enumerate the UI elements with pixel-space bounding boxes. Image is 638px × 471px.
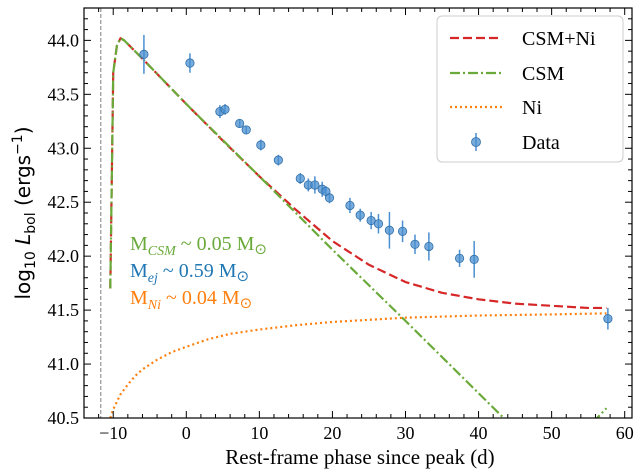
- data-point: [454, 253, 465, 263]
- y-axis-title: log10 Lbol (ergs−1): [10, 126, 39, 299]
- data-point: [185, 58, 195, 68]
- data-point: [139, 49, 149, 59]
- annotation-mass-csm: MCSM ~ 0.05 M⊙: [130, 233, 267, 259]
- data-point: [241, 125, 251, 135]
- y-tick-label: 41.0: [48, 354, 80, 374]
- model-curves: [109, 37, 608, 418]
- data-point: [273, 155, 283, 165]
- annotation-mass-ej: Mej ~ 0.59 M⊙: [130, 260, 249, 286]
- data-point: [397, 226, 408, 236]
- x-tick-label: −10: [99, 423, 127, 443]
- data-point: [384, 225, 395, 235]
- data-point: [256, 140, 266, 150]
- x-tick-label: 40: [470, 423, 488, 443]
- y-tick-label: 41.5: [48, 300, 80, 320]
- legend-swatch-data: [471, 137, 481, 147]
- legend-label: Data: [522, 132, 560, 154]
- data-points: [139, 34, 613, 330]
- x-tick-label: 60: [616, 423, 634, 443]
- series-line-ni: [109, 312, 607, 418]
- data-point: [345, 200, 355, 211]
- annotation-mass-ni: MNi ~ 0.04 M⊙: [130, 287, 252, 313]
- data-point: [603, 314, 613, 324]
- data-point: [235, 118, 245, 129]
- data-point: [469, 254, 479, 264]
- x-tick-label: 0: [182, 423, 191, 443]
- data-point: [295, 173, 305, 184]
- y-tick-label: 43.5: [48, 84, 80, 104]
- y-tick-label: 42.0: [48, 246, 80, 266]
- data-point: [310, 180, 320, 190]
- x-tick-label: 10: [250, 423, 268, 443]
- y-tick-label: 44.0: [48, 30, 80, 50]
- x-axis-title: Rest-frame phase since peak (d): [225, 445, 494, 469]
- y-tick-label: 40.5: [48, 408, 80, 428]
- x-tick-label: 50: [543, 423, 561, 443]
- legend-label: Ni: [522, 97, 542, 119]
- x-tick-label: 20: [323, 423, 341, 443]
- data-point: [220, 104, 230, 115]
- legend-label: CSM+Ni: [522, 28, 596, 50]
- y-tick-label: 43.0: [48, 138, 80, 158]
- data-point: [355, 210, 365, 220]
- data-point: [324, 193, 335, 203]
- legend: CSM+Ni CSM Ni Data: [436, 15, 624, 163]
- data-point: [424, 241, 434, 252]
- data-point: [373, 219, 384, 229]
- data-point: [410, 239, 420, 249]
- legend-label: CSM: [522, 63, 564, 85]
- legend-box: [436, 15, 624, 163]
- series-line-csm: [109, 37, 608, 418]
- y-tick-label: 42.5: [48, 192, 80, 212]
- x-tick-label: 30: [396, 423, 414, 443]
